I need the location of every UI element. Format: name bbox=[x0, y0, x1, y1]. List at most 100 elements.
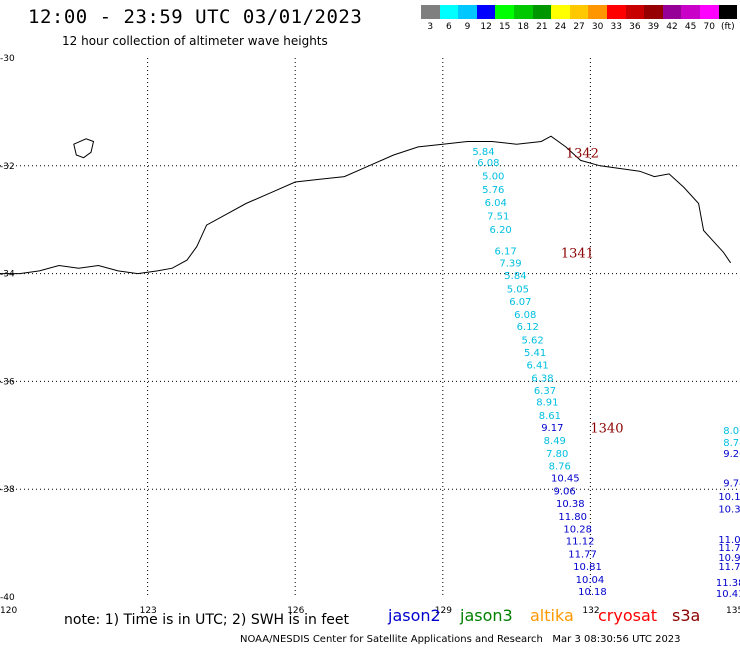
wave-height-label: 5.84 bbox=[504, 271, 526, 282]
colorbar-label: 30 bbox=[591, 22, 604, 32]
wave-height-label: 5.00 bbox=[482, 171, 504, 182]
colorbar-swatch bbox=[551, 5, 570, 19]
wave-height-label: 10.91 bbox=[718, 553, 740, 564]
colorbar-swatch bbox=[681, 5, 700, 19]
wave-height-label: 7.80 bbox=[546, 449, 568, 460]
wave-height-label: 5.76 bbox=[482, 185, 504, 196]
wave-height-label: 7.51 bbox=[487, 212, 509, 223]
wave-height-label: 9.17 bbox=[541, 423, 563, 434]
colorbar-swatch bbox=[532, 5, 552, 19]
map-subtitle: 12 hour collection of altimeter wave hei… bbox=[62, 34, 328, 48]
wave-height-label: 5.62 bbox=[522, 336, 544, 347]
colorbar-label: 45 bbox=[684, 22, 697, 32]
wave-height-label: 10.45 bbox=[551, 474, 580, 485]
wave-height-label: 5.05 bbox=[507, 284, 529, 295]
colorbar-swatch bbox=[421, 5, 440, 19]
colorbar-swatch bbox=[718, 5, 738, 19]
lat-tick-label: -34 bbox=[0, 270, 15, 280]
wave-height-label: 8.74 bbox=[723, 438, 740, 449]
colorbar-label: 36 bbox=[629, 22, 641, 32]
lon-tick-label: 123 bbox=[140, 606, 157, 616]
axis-tick-labels: 120 123 126 129 132 135 -30 -32 -34 -36 -38 -40 bbox=[0, 54, 740, 616]
wave-height-label: 6.17 bbox=[494, 247, 516, 258]
wave-height-label: 8.49 bbox=[544, 436, 566, 447]
wave-height-label: 6.12 bbox=[517, 322, 539, 333]
wave-height-label: 5.84 bbox=[472, 147, 494, 158]
lon-tick-label: 126 bbox=[287, 606, 304, 616]
lon-tick-label: 135 bbox=[726, 606, 740, 616]
wave-height-label: 10.38 bbox=[556, 499, 585, 510]
wave-height-label: 10.33 bbox=[718, 504, 740, 515]
colorbar-swatch bbox=[625, 5, 645, 19]
wave-height-colorbar bbox=[421, 5, 738, 19]
colorbar-swatch bbox=[569, 5, 589, 19]
wave-height-label: 11.74 bbox=[718, 562, 740, 573]
wave-height-values: 5.846.085.005.766.047.516.206.177.395.84… bbox=[472, 147, 740, 600]
legend-entry-cryosat: cryosat bbox=[598, 606, 658, 625]
wave-height-label: 10.28 bbox=[563, 524, 592, 535]
colorbar-label: 12 bbox=[480, 22, 492, 32]
lat-tick-label: -30 bbox=[0, 54, 15, 64]
island-outline bbox=[73, 138, 95, 159]
colorbar-swatch bbox=[439, 5, 459, 19]
wave-height-label: 11.72 bbox=[718, 543, 740, 554]
wave-height-label: 11.12 bbox=[566, 537, 595, 548]
wave-height-label: 6.08 bbox=[477, 158, 499, 169]
colorbar-swatch bbox=[513, 5, 533, 19]
wave-height-label: 6.04 bbox=[485, 198, 507, 209]
colorbar-label: 27 bbox=[573, 22, 585, 32]
lat-tick-label: -38 bbox=[0, 485, 15, 495]
lon-tick-label: 129 bbox=[435, 606, 452, 616]
wave-height-label: 9.74 bbox=[723, 479, 740, 490]
track-number-label: 1342 bbox=[566, 147, 599, 162]
wave-height-label: 6.37 bbox=[534, 386, 556, 397]
colorbar-swatch bbox=[699, 5, 719, 19]
colorbar-label: 6 bbox=[446, 22, 452, 32]
wave-height-label: 6.41 bbox=[526, 360, 548, 371]
colorbar-label: 9 bbox=[464, 22, 471, 32]
track-number-label: 1340 bbox=[590, 422, 623, 437]
coastline bbox=[0, 135, 732, 275]
wave-height-label: 8.91 bbox=[536, 398, 558, 409]
legend-entry-s3a: s3a bbox=[672, 606, 701, 625]
credit-line: NOAA/NESDIS Center for Satellite Applica… bbox=[240, 634, 681, 645]
colorbar-label: 70 bbox=[703, 22, 715, 32]
colorbar-label: 24 bbox=[554, 22, 567, 32]
map-title: 12:00 - 23:59 UTC 03/01/2023 bbox=[28, 6, 363, 28]
lat-lon-grid bbox=[0, 58, 738, 597]
wave-height-label: 11.38 bbox=[716, 578, 740, 589]
wave-height-label: 8.61 bbox=[539, 411, 561, 422]
track-number-label: 1341 bbox=[561, 246, 594, 261]
colorbar-label: 33 bbox=[610, 22, 622, 32]
credit-text: NOAA/NESDIS Center for Satellite Applica… bbox=[240, 634, 543, 645]
wave-height-label: 9.06 bbox=[554, 487, 576, 498]
wave-height-label: 10.13 bbox=[718, 492, 740, 503]
colorbar-swatch bbox=[662, 5, 682, 19]
colorbar-swatch bbox=[495, 5, 514, 19]
colorbar-label: (ft) bbox=[721, 22, 735, 32]
colorbar-labels: 3 6 9 12 15 18 21 24 27 30 33 36 39 42 45 70 (ft) bbox=[421, 22, 737, 32]
wave-height-label: 11.80 bbox=[558, 512, 587, 523]
wave-height-label: 10.81 bbox=[573, 562, 602, 573]
wave-height-label: 7.39 bbox=[499, 259, 521, 270]
colorbar-swatch bbox=[644, 5, 663, 19]
lat-tick-label: -40 bbox=[0, 593, 15, 603]
lat-tick-label: -36 bbox=[0, 377, 15, 387]
wave-height-label: 6.07 bbox=[509, 297, 531, 308]
lat-tick-label: -32 bbox=[0, 162, 15, 172]
wave-height-label: 11.77 bbox=[568, 550, 597, 561]
lon-tick-label: 120 bbox=[0, 606, 17, 616]
legend-entry-altika: altika bbox=[530, 606, 574, 625]
wave-height-label: 6.20 bbox=[490, 225, 512, 236]
footer-note: note: 1) Time is in UTC; 2) SWH is in fe… bbox=[64, 612, 350, 628]
legend-entry-jason3: jason3 bbox=[460, 606, 513, 625]
wave-height-label: 10.41 bbox=[716, 589, 740, 600]
legend-entry-jason2: jason2 bbox=[388, 606, 441, 625]
colorbar-label: 39 bbox=[647, 22, 660, 32]
wave-height-label: 6.38 bbox=[531, 373, 553, 384]
colorbar-swatch bbox=[476, 5, 496, 19]
colorbar-swatch bbox=[588, 5, 607, 19]
track-labels: 1342 1341 1340 bbox=[561, 147, 624, 437]
wave-height-label: 8.06 bbox=[723, 426, 740, 437]
